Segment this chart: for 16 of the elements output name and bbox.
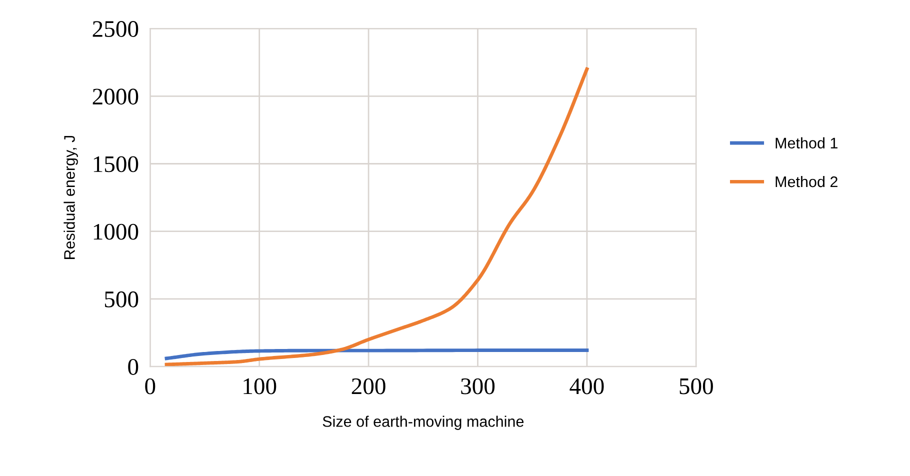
x-axis-title: Size of earth-moving machine bbox=[322, 416, 524, 430]
y-axis-title: Residual energy, J bbox=[64, 136, 78, 259]
x-tick-label: 0 bbox=[145, 378, 156, 394]
y-tick-label: 1000 bbox=[94, 224, 138, 240]
y-tick-label: 1500 bbox=[94, 156, 138, 172]
x-tick-label: 500 bbox=[680, 378, 713, 394]
y-tick-label: 0 bbox=[128, 359, 138, 375]
legend-label: Method 1 bbox=[776, 137, 838, 148]
y-tick-label: 2500 bbox=[92, 21, 138, 37]
x-tick-label: 200 bbox=[352, 378, 386, 394]
y-tick-label: 500 bbox=[104, 291, 138, 308]
x-tick-label: 300 bbox=[461, 378, 495, 394]
legend-label: Method 2 bbox=[776, 176, 838, 188]
y-tick-label: 2000 bbox=[92, 88, 138, 105]
x-tick-label: 100 bbox=[244, 378, 276, 394]
x-tick-label: 400 bbox=[570, 378, 604, 394]
